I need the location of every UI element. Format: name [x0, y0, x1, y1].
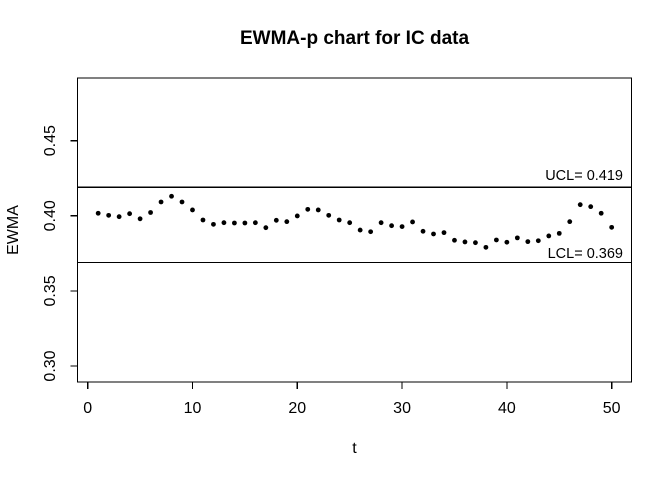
lcl-annotation: LCL= 0.369: [547, 246, 623, 262]
data-point: [169, 193, 174, 199]
data-point: [389, 223, 394, 229]
data-point: [116, 214, 122, 220]
data-point: [514, 235, 520, 241]
data-point: [284, 219, 290, 225]
data-point: [431, 231, 436, 237]
data-point: [95, 210, 101, 216]
data-point: [232, 220, 237, 226]
x-tick-label: 30: [393, 400, 411, 417]
data-point: [473, 240, 478, 246]
x-axis-label: t: [352, 440, 357, 457]
data-point: [315, 207, 321, 213]
data-point: [190, 207, 195, 213]
data-point: [127, 211, 133, 217]
y-tick-label: 0.40: [42, 200, 59, 231]
chart-title: EWMA-p chart for IC data: [239, 28, 470, 49]
data-point: [211, 221, 216, 227]
data-point: [221, 220, 227, 226]
data-point: [462, 239, 468, 245]
data-point: [148, 210, 153, 215]
x-tick-label: 0: [83, 400, 92, 417]
ucl-annotation: UCL= 0.419: [545, 168, 623, 184]
data-point: [504, 239, 510, 245]
x-tick-label: 50: [603, 400, 621, 417]
data-point: [294, 213, 300, 219]
data-point: [609, 224, 615, 230]
data-point: [242, 220, 248, 226]
data-point: [378, 220, 384, 226]
data-point: [179, 199, 185, 205]
x-tick-label: 40: [498, 400, 516, 417]
data-point: [326, 212, 332, 218]
data-point: [137, 216, 143, 222]
data-point: [493, 237, 499, 243]
data-point: [399, 224, 405, 230]
data-point: [598, 210, 604, 216]
data-point: [158, 199, 164, 205]
data-point: [357, 227, 363, 233]
data-point: [546, 233, 552, 239]
data-point: [305, 206, 311, 212]
y-tick-label: 0.45: [42, 125, 59, 156]
data-point: [410, 219, 415, 225]
plot-box: [76, 77, 633, 383]
data-point: [525, 239, 531, 245]
y-tick-label: 0.35: [42, 275, 59, 306]
data-point: [588, 204, 594, 210]
data-point: [106, 212, 112, 218]
data-point: [577, 202, 583, 208]
data-point: [535, 238, 541, 244]
data-point: [347, 220, 353, 226]
data-point: [200, 217, 206, 223]
data-point: [556, 230, 562, 236]
data-point: [483, 244, 489, 250]
data-point: [452, 237, 457, 243]
data-point: [273, 217, 279, 223]
data-point: [252, 220, 258, 226]
data-point: [368, 229, 374, 235]
data-point: [441, 230, 447, 236]
data-point: [567, 219, 573, 225]
x-tick-label: 10: [184, 400, 202, 417]
data-point: [420, 228, 426, 234]
y-tick-label: 0.30: [42, 350, 59, 381]
data-point: [336, 217, 342, 223]
x-tick-label: 20: [288, 400, 306, 417]
y-axis-label: EWMA: [5, 205, 22, 255]
data-point: [263, 225, 269, 231]
